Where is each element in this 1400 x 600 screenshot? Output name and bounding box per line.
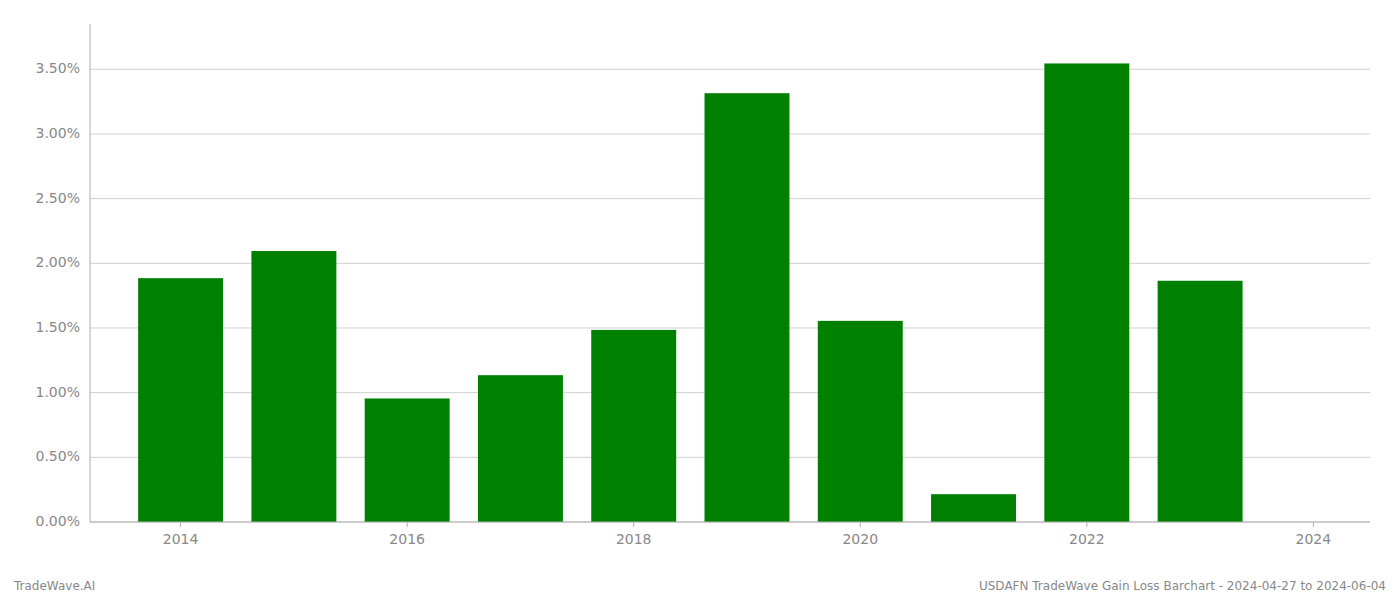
- x-tick-label: 2018: [616, 531, 652, 547]
- grid-line: [90, 69, 1370, 70]
- footer-right: USDAFN TradeWave Gain Loss Barchart - 20…: [979, 579, 1386, 593]
- y-tick-label: 3.50%: [36, 60, 80, 76]
- bar: [591, 330, 676, 522]
- x-tick-label: 2022: [1069, 531, 1105, 547]
- x-tick: [1313, 522, 1314, 527]
- x-tick-label: 2020: [842, 531, 878, 547]
- y-tick-label: 0.00%: [36, 513, 80, 529]
- footer-left: TradeWave.AI: [13, 579, 95, 593]
- bars: [138, 63, 1242, 522]
- x-tick: [1086, 522, 1087, 527]
- x-tick: [860, 522, 861, 527]
- bar: [478, 375, 563, 522]
- x-tick: [407, 522, 408, 527]
- bar: [365, 398, 450, 522]
- x-tick: [633, 522, 634, 527]
- y-tick-label: 1.50%: [36, 319, 80, 335]
- bar: [1158, 281, 1243, 522]
- y-tick-label: 2.50%: [36, 190, 80, 206]
- chart-svg: 0.00% 0.50% 1.00% 1.50% 2.00% 2.50% 3.00% 3.50%…: [0, 0, 1400, 600]
- grid-line: [90, 522, 1370, 523]
- x-tick-label: 2016: [389, 531, 425, 547]
- chart-container: 0.00% 0.50% 1.00% 1.50% 2.00% 2.50% 3.00% 3.50%…: [0, 0, 1400, 600]
- x-ticks: 2014 2016 2018 2020 2022 2024: [163, 522, 1331, 547]
- bar: [818, 321, 903, 522]
- bar: [931, 494, 1016, 522]
- y-tick-label: 2.00%: [36, 254, 80, 270]
- bar: [138, 278, 223, 522]
- y-axis-line: [90, 24, 91, 522]
- bar: [251, 251, 336, 522]
- x-tick: [180, 522, 181, 527]
- x-tick-label: 2014: [163, 531, 199, 547]
- y-tick-label: 1.00%: [36, 384, 80, 400]
- y-tick-label: 0.50%: [36, 448, 80, 464]
- y-tick-label: 3.00%: [36, 125, 80, 141]
- y-tick-labels: 0.00% 0.50% 1.00% 1.50% 2.00% 2.50% 3.00% 3.50%: [36, 60, 80, 529]
- y-grid: [90, 69, 1370, 522]
- bar: [705, 93, 790, 522]
- bar: [1044, 63, 1129, 522]
- x-axis-line: [90, 522, 1370, 523]
- x-tick-label: 2024: [1296, 531, 1332, 547]
